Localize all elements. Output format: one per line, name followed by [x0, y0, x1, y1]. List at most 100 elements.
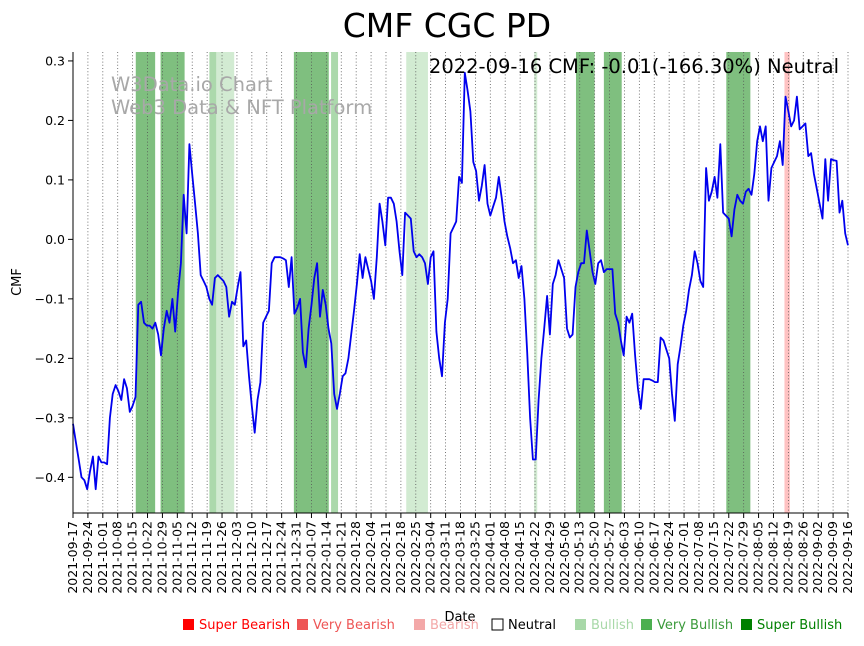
legend-item-super-bullish: Super Bullish — [741, 618, 842, 633]
cmf-series — [72, 71, 849, 491]
x-tick-label: 2022-04-01 — [482, 521, 497, 594]
x-tick-label: 2022-09-02 — [810, 521, 825, 594]
x-tick-label: 2022-07-08 — [691, 521, 706, 594]
legend-swatch — [641, 619, 652, 630]
band-neutral-bullish — [406, 52, 428, 513]
x-tick-label: 2021-10-29 — [154, 521, 169, 594]
y-tick-label: 0.3 — [45, 53, 65, 68]
x-axis-label: Date — [444, 610, 475, 625]
x-tick-label: 2021-09-17 — [65, 521, 80, 594]
legend-item-very-bearish: Very Bearish — [297, 618, 395, 633]
x-tick-label: 2022-03-25 — [467, 521, 482, 594]
x-tick-label: 2021-11-12 — [184, 521, 199, 594]
y-tick-label: −0.2 — [35, 351, 65, 366]
legend-swatch — [414, 619, 425, 630]
x-tick-label: 2021-12-10 — [244, 521, 259, 594]
band-neutral-bullish — [534, 52, 538, 513]
x-tick-label: 2022-03-18 — [453, 521, 468, 594]
x-tick-label: 2021-10-22 — [140, 521, 155, 594]
x-tick-label: 2021-12-17 — [259, 521, 274, 594]
x-tick-label: 2022-02-11 — [378, 521, 393, 594]
y-tick-label: 0.0 — [45, 232, 65, 247]
x-tick-label: 2022-02-25 — [408, 521, 423, 594]
chart-title: CMF CGC PD — [343, 6, 551, 45]
x-tick-label: 2022-02-18 — [393, 521, 408, 594]
legend-item-bearish: Bearish — [414, 618, 479, 633]
watermark-line-2: Web3 Data & NFT Platform — [111, 96, 372, 119]
band-neutral-bullish — [216, 52, 235, 513]
x-tick-label: 2022-01-21 — [333, 521, 348, 594]
band-very-bullish — [135, 52, 156, 513]
x-tick-label: 2022-05-06 — [557, 521, 572, 594]
x-tick-label: 2022-01-28 — [348, 521, 363, 594]
x-tick-label: 2022-09-09 — [825, 521, 840, 594]
x-tick-label: 2021-10-01 — [95, 521, 110, 594]
legend-label: Very Bullish — [657, 618, 733, 633]
x-tick-label: 2022-04-22 — [527, 521, 542, 594]
x-tick-label: 2021-12-24 — [274, 521, 289, 594]
y-tick-label: −0.3 — [35, 410, 65, 425]
x-tick-label: 2021-10-15 — [125, 521, 140, 594]
x-tick-label: 2021-11-19 — [199, 521, 214, 594]
x-tick-label: 2022-06-10 — [631, 521, 646, 594]
y-tick-label: 0.1 — [45, 172, 65, 187]
x-tick-label: 2022-09-16 — [840, 521, 855, 594]
band-very-bullish — [726, 52, 751, 513]
legend-label: Bullish — [591, 618, 634, 633]
legend-swatch — [183, 619, 194, 630]
y-axis-label: CMF — [10, 268, 25, 296]
y-tick-label: −0.4 — [35, 470, 65, 485]
x-tick-label: 2022-07-22 — [721, 521, 736, 594]
legend-item-bullish: Bullish — [575, 618, 634, 633]
band-bearish — [784, 52, 790, 513]
x-tick-label: 2021-11-05 — [169, 521, 184, 594]
x-tick-label: 2022-08-05 — [751, 521, 766, 594]
vertical-gridlines — [72, 52, 849, 513]
x-tick-label: 2022-06-03 — [616, 521, 631, 594]
legend-label: Very Bearish — [313, 618, 395, 633]
watermark-line-1: W3Data.io Chart — [111, 73, 273, 96]
y-ticks: −0.4 −0.3 −0.2 −0.1 0.0 0.1 0.2 0.3 — [35, 53, 73, 485]
x-tick-label: 2022-05-20 — [587, 521, 602, 594]
x-tick-label: 2022-07-29 — [736, 521, 751, 594]
x-tick-label: 2022-06-24 — [661, 521, 676, 594]
x-tick-label: 2021-09-24 — [80, 521, 95, 594]
x-tick-label: 2022-08-12 — [765, 521, 780, 594]
x-tick-label: 2022-02-04 — [363, 521, 378, 594]
legend-item-neutral: Neutral — [491, 618, 556, 633]
band-bullish — [331, 52, 339, 513]
x-tick-label: 2022-05-27 — [602, 521, 617, 594]
band-very-bullish — [575, 52, 595, 513]
y-tick-label: 0.2 — [45, 113, 65, 128]
legend-item-very-bullish: Very Bullish — [641, 618, 733, 633]
legend-swatch — [741, 619, 752, 630]
legend-item-super-bearish: Super Bearish — [183, 618, 290, 633]
x-tick-label: 2022-04-15 — [512, 521, 527, 594]
x-tick-label: 2022-08-26 — [795, 521, 810, 594]
x-tick-label: 2022-07-15 — [706, 521, 721, 594]
legend-label: Neutral — [508, 618, 556, 633]
legend: Super Bearish Very Bearish Bearish Neutral B… — [183, 618, 842, 633]
x-tick-label: 2022-03-11 — [438, 521, 453, 594]
legend-swatch — [575, 619, 586, 630]
x-tick-label: 2022-07-01 — [676, 521, 691, 594]
band-bullish — [209, 52, 217, 513]
legend-swatch — [491, 618, 504, 631]
x-tick-label: 2022-08-19 — [780, 521, 795, 594]
x-ticks: 2021-09-17 2021-09-24 2021-10-01 2021-10-08… — [65, 513, 855, 594]
x-tick-label: 2022-05-13 — [572, 521, 587, 594]
x-tick-label: 2022-04-29 — [542, 521, 557, 594]
status-readout: 2022-09-16 CMF: -0.01(-166.30%) Neutral — [429, 55, 839, 78]
y-tick-label: −0.1 — [35, 291, 65, 306]
legend-label: Super Bearish — [199, 618, 290, 633]
x-tick-label: 2021-12-03 — [229, 521, 244, 594]
legend-label: Super Bullish — [757, 618, 842, 633]
legend-label: Bearish — [430, 618, 479, 633]
x-tick-label: 2022-03-04 — [423, 521, 438, 594]
legend-swatch — [297, 619, 308, 630]
x-tick-label: 2022-01-14 — [318, 521, 333, 594]
x-tick-label: 2022-04-08 — [497, 521, 512, 594]
x-tick-label: 2022-06-17 — [646, 521, 661, 594]
band-very-bullish — [160, 52, 185, 513]
